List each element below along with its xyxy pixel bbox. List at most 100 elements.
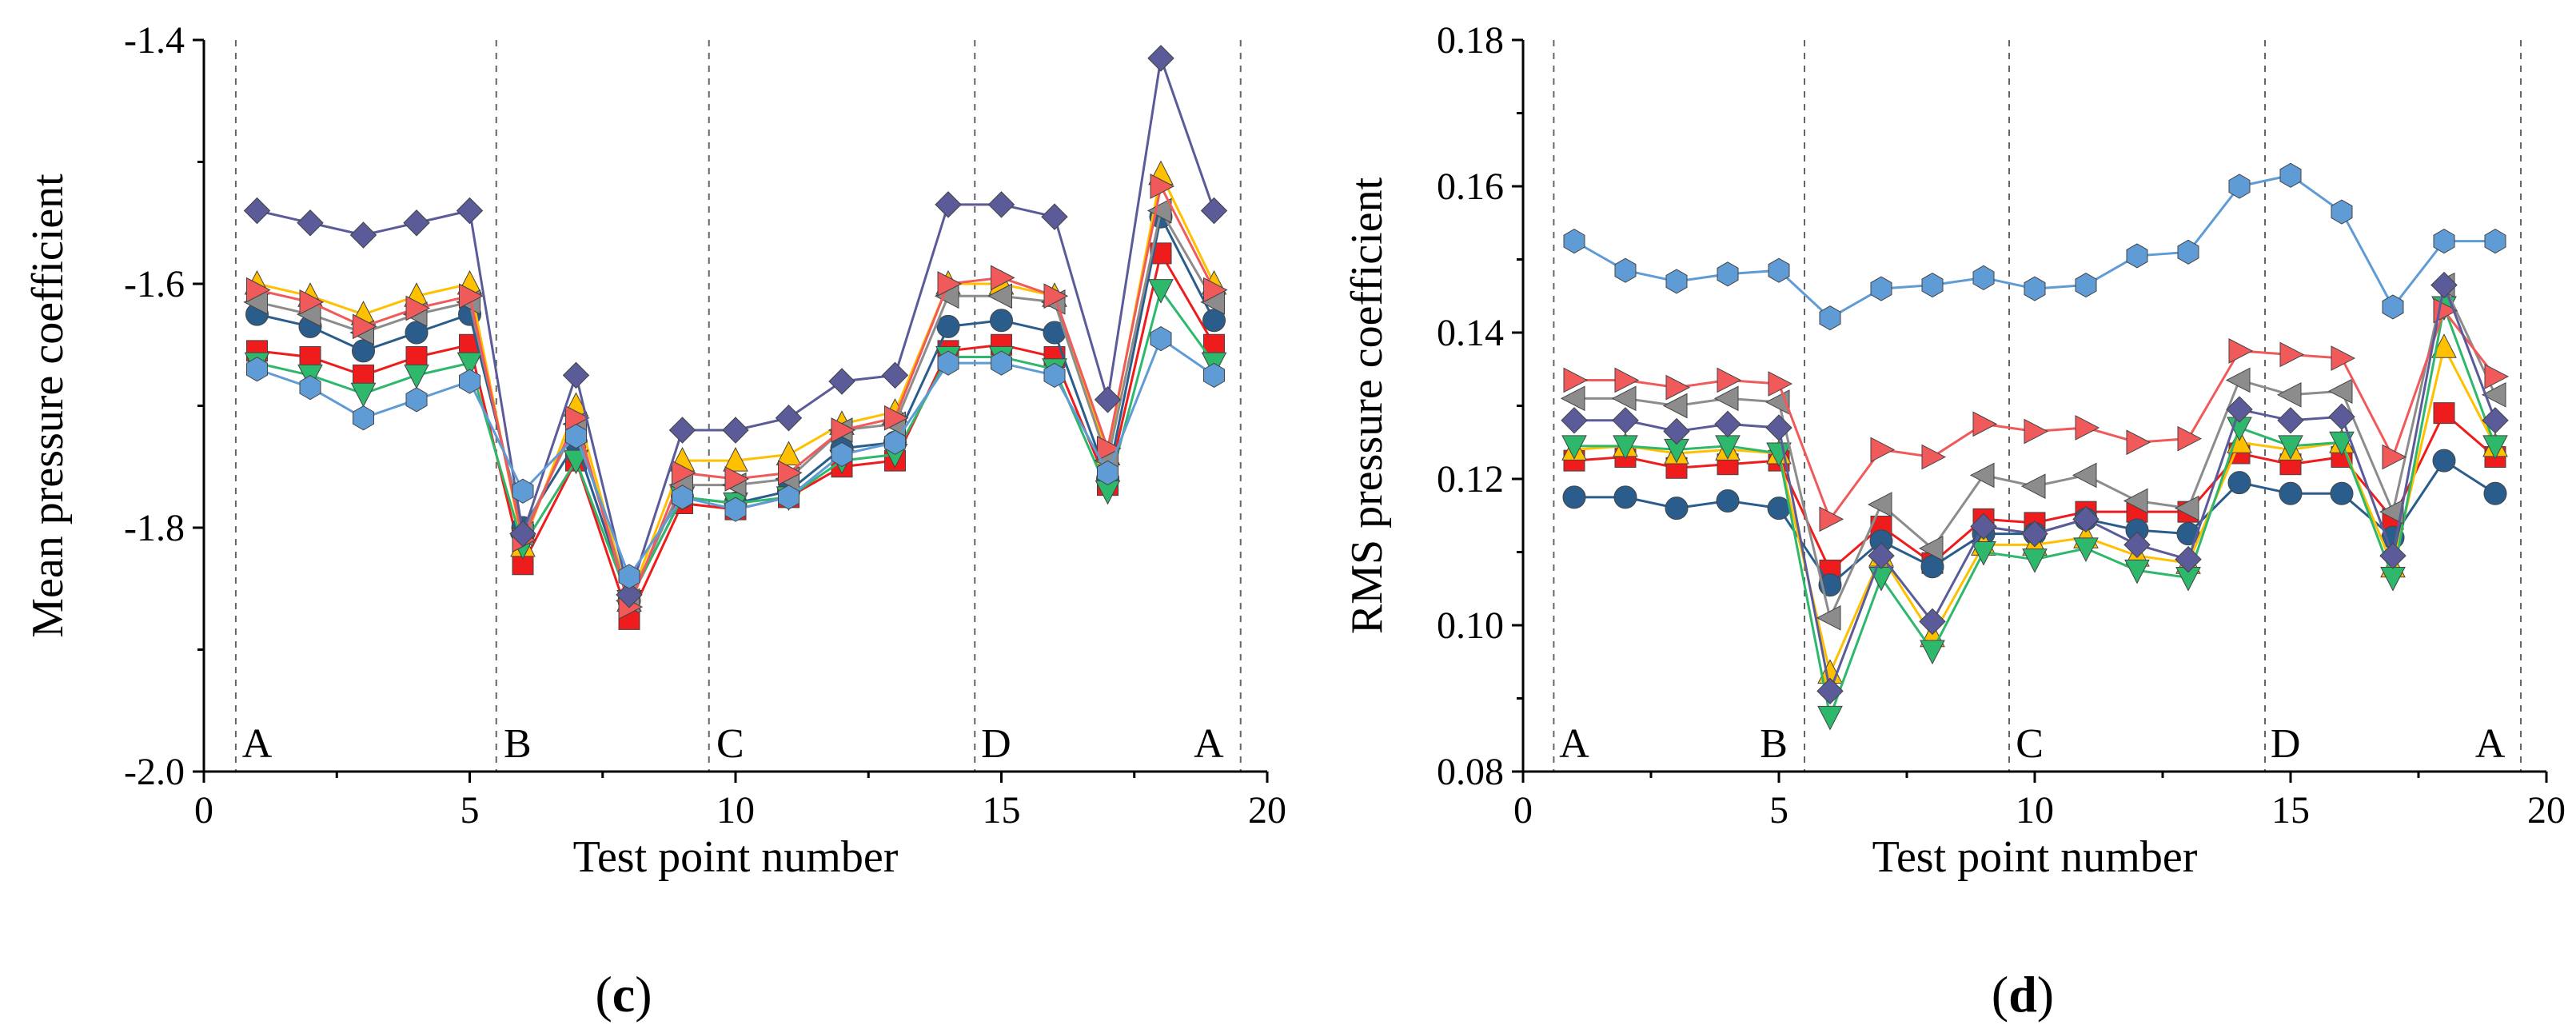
data-point [1563,229,1585,254]
series-s6 [1563,297,2510,532]
data-point [459,369,481,394]
data-point [2329,431,2355,457]
data-point [2331,345,2356,371]
series-s5 [1560,272,2506,631]
data-point [1663,417,1690,445]
data-point [352,339,375,363]
data-point [2073,537,2099,563]
data-point [2174,495,2199,521]
series-group [243,45,1228,630]
data-point [2075,272,2097,298]
series-s3 [1561,333,2508,684]
data-point [1043,283,1069,309]
data-point [2382,294,2404,320]
data-point [1662,393,1688,419]
data-point [2175,545,2202,573]
data-point [2277,407,2304,434]
data-point [2227,471,2251,495]
section-label: A [2475,721,2506,767]
y-tick-label: -1.8 [124,507,185,549]
data-point [991,350,1012,376]
data-point [243,197,271,225]
data-point [1870,276,1892,301]
data-point [1613,485,1637,509]
data-point [512,478,534,504]
data-point [563,449,589,475]
data-point [1563,367,1589,393]
data-point [991,265,1015,291]
data-point [2431,333,2457,358]
data-point [1920,555,1944,579]
data-point [404,364,429,389]
data-point [828,368,855,395]
data-point [1611,385,1637,412]
data-point [457,352,483,377]
data-point [2430,271,2458,299]
series-s5 [243,197,1225,614]
data-point [1921,444,1947,470]
data-point [509,520,536,548]
data-point [723,447,748,472]
data-point [672,485,693,510]
y-axis-label: RMS pressure coefficient [1342,177,1392,634]
data-point [299,289,325,315]
data-point [2484,364,2510,389]
data-point [2225,367,2251,393]
data-point [1614,257,1637,283]
x-tick-label: 20 [1248,789,1286,832]
data-point [1043,362,1066,388]
data-point [353,313,377,340]
data-point [1918,536,1944,561]
data-point [246,277,271,303]
data-point [1867,492,1892,517]
x-tick-label: 10 [716,789,755,832]
data-point [1717,367,1742,393]
data-point [2276,381,2302,408]
section-label: A [1194,721,1224,767]
data-point [775,405,803,432]
data-point [1203,362,1225,388]
data-point [831,417,856,443]
y-tick-label: 0.10 [1437,604,1504,647]
data-point [1148,279,1174,304]
data-point [1870,437,1896,463]
y-tick-label: 0.08 [1437,751,1504,793]
data-point [616,581,643,608]
data-point [776,441,802,465]
data-point [2022,548,2048,573]
x-tick-label: 15 [983,789,1021,832]
x-tick-label: 15 [2271,789,2310,832]
chart-panel-c: A B C D A 0 5 10 15 20 -2.0 -1.8 -1.6 -1.4 Test poin… [23,19,1286,1023]
data-point [937,271,963,297]
data-point [2020,473,2046,499]
data-point [1921,272,1944,298]
data-point [565,405,590,431]
data-point [724,497,747,522]
data-point [2126,429,2151,456]
data-point [1147,45,1174,72]
data-point [2075,415,2100,441]
y-tick-label: 0.18 [1437,19,1504,62]
data-point [1714,410,1741,438]
data-point [722,417,749,444]
series-s7 [243,45,1228,608]
data-point [353,364,374,386]
data-point [299,375,321,401]
y-axis-label: Mean pressure coefficient [23,173,73,638]
data-point [1665,269,1688,294]
x-tick-label: 0 [1513,789,1533,832]
data-point [1972,411,1998,437]
section-label: B [504,721,532,767]
data-point [2177,239,2199,265]
y-tick-label: 0.14 [1437,312,1504,354]
data-point [778,460,803,486]
data-point [2124,559,2150,584]
x-axis-label: Test point number [1872,832,2198,882]
series-line [1573,344,2497,677]
x-tick-label: 5 [461,789,480,832]
section-label: D [2271,721,2301,767]
data-point [403,209,430,237]
data-point [297,209,324,237]
